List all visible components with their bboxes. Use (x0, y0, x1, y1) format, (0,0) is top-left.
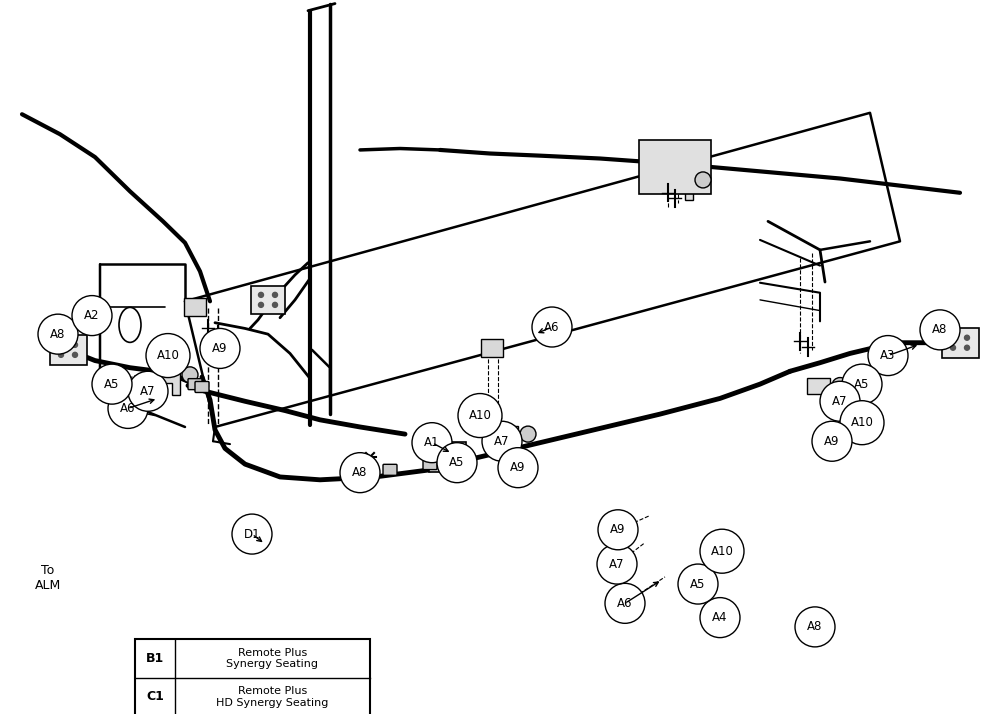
Text: A5: A5 (104, 378, 120, 391)
Text: A10: A10 (157, 349, 179, 362)
Text: C1: C1 (146, 690, 164, 703)
FancyBboxPatch shape (251, 286, 285, 314)
Circle shape (700, 598, 740, 638)
Text: A7: A7 (494, 435, 510, 448)
Text: Remote Plus
Synergy Seating: Remote Plus Synergy Seating (226, 648, 318, 669)
Text: A1: A1 (424, 436, 440, 449)
Ellipse shape (695, 172, 711, 188)
Circle shape (146, 333, 190, 378)
Text: Remote Plus
HD Synergy Seating: Remote Plus HD Synergy Seating (216, 686, 329, 708)
Circle shape (795, 607, 835, 647)
Circle shape (437, 443, 477, 483)
Circle shape (605, 583, 645, 623)
Circle shape (58, 353, 64, 358)
Circle shape (128, 371, 168, 411)
Circle shape (840, 401, 884, 445)
Circle shape (920, 310, 960, 350)
Circle shape (868, 336, 908, 376)
FancyBboxPatch shape (383, 464, 397, 476)
Ellipse shape (182, 367, 198, 383)
Circle shape (452, 449, 456, 454)
Circle shape (108, 388, 148, 428)
Text: A6: A6 (120, 402, 136, 415)
FancyBboxPatch shape (423, 458, 437, 470)
Circle shape (340, 453, 380, 493)
Circle shape (438, 449, 442, 454)
Circle shape (272, 303, 278, 308)
Circle shape (272, 292, 278, 297)
FancyBboxPatch shape (481, 339, 503, 358)
Text: A5: A5 (449, 456, 465, 469)
Polygon shape (670, 172, 693, 200)
Circle shape (678, 564, 718, 604)
Ellipse shape (520, 426, 536, 442)
Text: A9: A9 (824, 435, 840, 448)
Circle shape (258, 292, 264, 297)
Circle shape (950, 335, 956, 340)
Text: A6: A6 (544, 321, 560, 333)
Circle shape (58, 342, 64, 347)
Circle shape (458, 393, 502, 438)
Circle shape (232, 514, 272, 554)
Text: A7: A7 (609, 558, 625, 570)
Polygon shape (157, 367, 180, 395)
Text: A9: A9 (510, 461, 526, 474)
Text: A8: A8 (352, 466, 368, 479)
Text: A8: A8 (50, 328, 66, 341)
Text: A9: A9 (610, 523, 626, 536)
Text: A8: A8 (807, 620, 823, 633)
Text: A6: A6 (617, 597, 633, 610)
Text: A10: A10 (711, 545, 733, 558)
Text: A8: A8 (932, 323, 948, 336)
FancyBboxPatch shape (184, 298, 206, 316)
Text: B1: B1 (146, 652, 164, 665)
Text: A10: A10 (469, 409, 491, 422)
Text: A10: A10 (851, 416, 873, 429)
FancyBboxPatch shape (135, 639, 370, 714)
Text: D1: D1 (244, 528, 260, 540)
Text: A5: A5 (854, 378, 870, 391)
Circle shape (598, 510, 638, 550)
Ellipse shape (119, 307, 141, 343)
Text: A7: A7 (832, 395, 848, 408)
Circle shape (452, 460, 456, 465)
Text: A9: A9 (212, 342, 228, 355)
Ellipse shape (832, 378, 848, 393)
Circle shape (950, 346, 956, 351)
FancyBboxPatch shape (50, 335, 87, 365)
Circle shape (258, 303, 264, 308)
Circle shape (964, 335, 970, 340)
Circle shape (412, 423, 452, 463)
FancyBboxPatch shape (639, 141, 711, 194)
Polygon shape (495, 426, 518, 454)
Circle shape (532, 307, 572, 347)
Circle shape (964, 346, 970, 351)
Circle shape (597, 544, 637, 584)
Circle shape (38, 314, 78, 354)
Circle shape (438, 460, 442, 465)
Text: A4: A4 (712, 611, 728, 624)
Text: A7: A7 (140, 385, 156, 398)
FancyBboxPatch shape (428, 442, 466, 472)
Circle shape (72, 342, 78, 347)
Circle shape (820, 381, 860, 421)
Circle shape (482, 421, 522, 461)
Circle shape (842, 364, 882, 404)
FancyBboxPatch shape (188, 378, 202, 390)
Circle shape (200, 328, 240, 368)
Circle shape (498, 448, 538, 488)
Polygon shape (807, 378, 830, 406)
Text: To
ALM: To ALM (35, 564, 61, 593)
Circle shape (72, 296, 112, 336)
Text: A5: A5 (690, 578, 706, 590)
Circle shape (72, 353, 78, 358)
Circle shape (812, 421, 852, 461)
Circle shape (92, 364, 132, 404)
Text: A2: A2 (84, 309, 100, 322)
Circle shape (700, 529, 744, 573)
FancyBboxPatch shape (195, 381, 209, 393)
Text: A3: A3 (880, 349, 896, 362)
FancyBboxPatch shape (942, 328, 978, 358)
FancyBboxPatch shape (878, 340, 892, 351)
